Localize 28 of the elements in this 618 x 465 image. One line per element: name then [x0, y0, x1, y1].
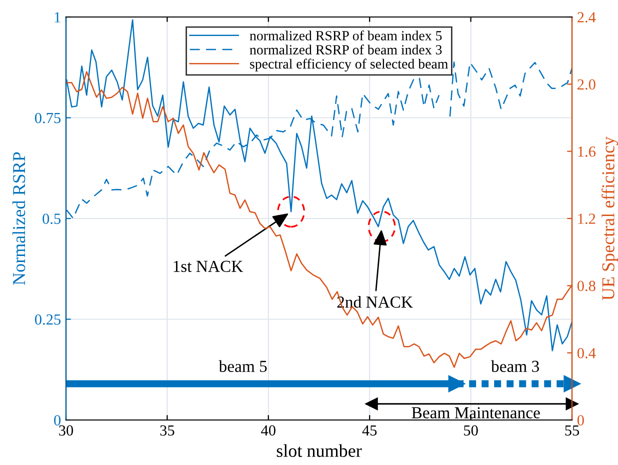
x-axis-title: slot number — [276, 444, 362, 457]
annotation: beam 5 — [218, 360, 267, 372]
x-tick-label: 55 — [565, 425, 580, 436]
y2-tick-label: 0.4 — [577, 348, 596, 358]
legend-label: normalized RSRP of beam index 5 — [250, 30, 442, 40]
annotation: 1st NACK — [174, 260, 243, 272]
annotation: Beam Maintenance — [412, 407, 540, 418]
y2-axis-title: UE Spectral efficiency — [602, 136, 618, 300]
legend-label: normalized RSRP of beam index 3 — [250, 44, 442, 54]
annotation: beam 3 — [491, 360, 539, 372]
y2-tick-label: 2.4 — [578, 12, 596, 23]
x-tick-label: 50 — [464, 425, 478, 436]
y2-tick-label: 1.6 — [578, 146, 596, 157]
y-axis-title: Normalized RSRP — [12, 152, 26, 285]
x-tick-label: 40 — [261, 425, 276, 436]
y2-tick-label: 1.2 — [578, 214, 596, 224]
y2-tick-label: 0.8 — [577, 280, 596, 292]
y-tick-label: 1 — [54, 12, 60, 22]
y2-tick-label: 2.0 — [578, 79, 596, 90]
y2-tick-label: 0 — [577, 415, 584, 426]
y-tick-label: 0.75 — [34, 112, 61, 124]
y-tick-label: 0.5 — [42, 214, 61, 224]
x-tick-label: 45 — [362, 425, 377, 436]
y-tick-label: 0 — [54, 415, 61, 426]
legend-label: spectral efficiency of selected beam — [250, 58, 448, 72]
y-tick-label: 0.25 — [34, 314, 61, 325]
x-tick-label: 30 — [59, 425, 74, 436]
x-tick-label: 35 — [160, 425, 174, 436]
